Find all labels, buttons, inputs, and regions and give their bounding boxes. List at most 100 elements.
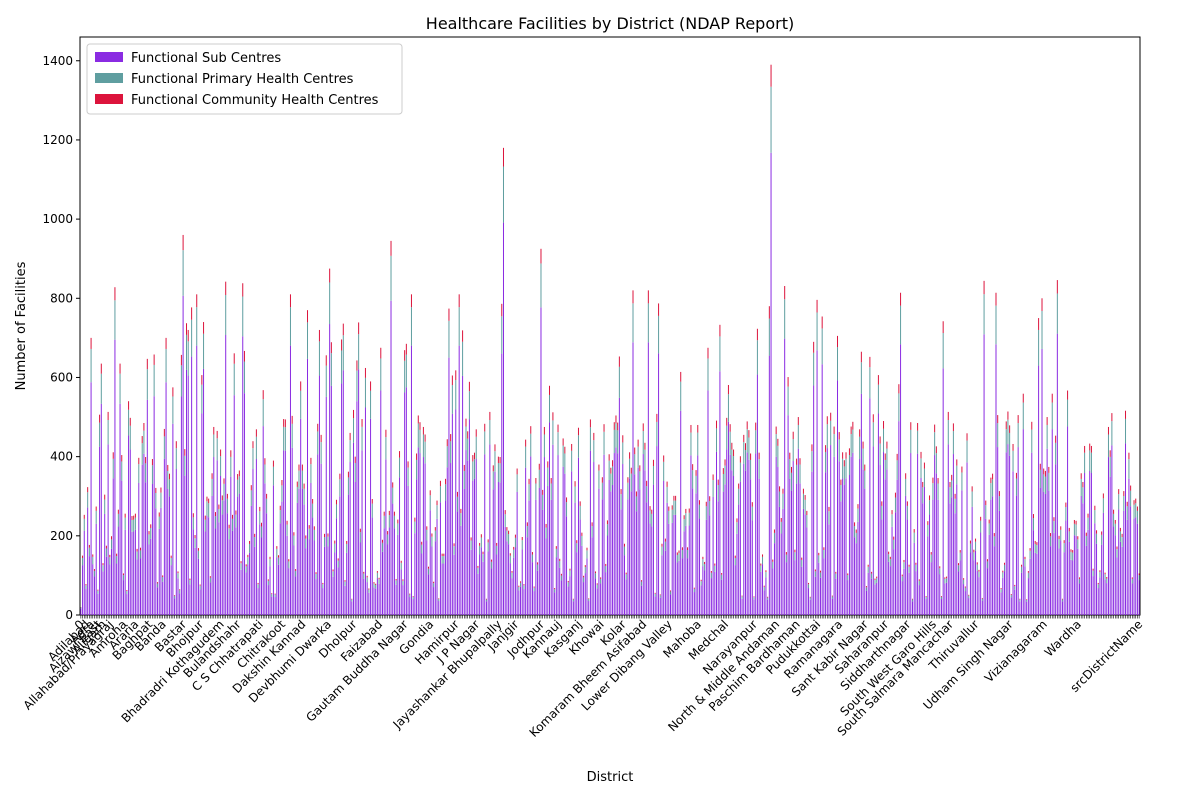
bar-phc xyxy=(1017,423,1019,448)
bar-phc xyxy=(680,381,682,411)
bar-phc xyxy=(238,476,240,494)
bar-sub-centres xyxy=(937,499,939,615)
bar-sub-centres xyxy=(322,588,324,615)
bar-phc xyxy=(993,536,995,547)
bar-phc xyxy=(697,432,699,456)
bar-phc xyxy=(347,477,349,495)
bar-chc xyxy=(898,384,900,394)
bar-phc xyxy=(353,418,355,443)
bar-sub-centres xyxy=(840,501,842,615)
bar-chc xyxy=(642,423,644,432)
legend-swatch xyxy=(95,94,123,104)
bar-chc xyxy=(731,442,733,450)
bar-phc xyxy=(790,472,792,491)
bar-chc xyxy=(632,290,634,304)
bar-phc xyxy=(872,422,874,447)
bar-sub-centres xyxy=(477,573,479,615)
bar-chc xyxy=(148,531,150,535)
bar-sub-centres xyxy=(714,571,716,615)
bar-sub-centres xyxy=(659,597,661,615)
bar-sub-centres xyxy=(378,583,380,615)
bar-phc xyxy=(308,528,310,540)
bar-chc xyxy=(431,533,433,537)
bar-chc xyxy=(920,451,922,459)
bar-sub-centres xyxy=(639,489,641,615)
bar-sub-centres xyxy=(676,562,678,615)
bar-phc xyxy=(763,586,765,591)
bar-phc xyxy=(615,423,617,448)
bar-phc xyxy=(577,435,579,458)
bar-sub-centres xyxy=(472,480,474,615)
bar-phc xyxy=(586,550,588,559)
bar-chc xyxy=(504,510,506,515)
bar-phc xyxy=(412,596,414,600)
bar-chc xyxy=(1079,577,1081,579)
bar-phc xyxy=(683,519,685,532)
bar-chc xyxy=(455,370,457,381)
bar-chc xyxy=(1068,527,1070,532)
bar-sub-centres xyxy=(572,601,574,615)
bar-phc xyxy=(579,505,581,520)
bar-phc xyxy=(927,524,929,537)
bar-chc xyxy=(85,584,87,586)
bar-phc xyxy=(380,358,382,391)
bar-sub-centres xyxy=(479,554,481,615)
bar-chc xyxy=(235,510,237,515)
bar-phc xyxy=(85,585,87,590)
bar-sub-centres xyxy=(1029,558,1031,615)
bar-chc xyxy=(871,571,873,574)
bar-phc xyxy=(329,282,331,325)
bar-chc xyxy=(770,64,772,87)
bar-chc xyxy=(1024,556,1026,560)
bar-chc xyxy=(1096,530,1098,534)
bar-sub-centres xyxy=(542,509,544,615)
bar-chc xyxy=(596,583,598,585)
bar-chc xyxy=(1029,548,1031,551)
bar-sub-centres xyxy=(1119,541,1121,615)
bar-chc xyxy=(796,458,798,465)
bar-sub-centres xyxy=(1000,592,1002,615)
bar-chc xyxy=(615,415,617,424)
bar-phc xyxy=(818,555,820,563)
bar-sub-centres xyxy=(533,591,535,615)
bar-chc xyxy=(305,535,307,539)
bar-phc xyxy=(840,485,842,502)
bar-phc xyxy=(584,567,586,574)
bar-sub-centres xyxy=(695,493,697,615)
bar-sub-centres xyxy=(506,541,508,615)
bar-phc xyxy=(877,384,879,414)
bar-phc xyxy=(414,521,416,534)
bar-chc xyxy=(976,562,978,565)
bar-sub-centres xyxy=(426,540,428,615)
bar-chc xyxy=(206,496,208,502)
bar-chc xyxy=(572,598,574,600)
bar-phc xyxy=(399,457,401,478)
bar-chc xyxy=(654,592,656,594)
bar-sub-centres xyxy=(146,399,148,615)
bar-sub-centres xyxy=(630,491,632,615)
bar-sub-centres xyxy=(905,495,907,615)
bar-phc xyxy=(782,493,784,509)
bar-chc xyxy=(681,547,683,551)
bar-sub-centres xyxy=(949,503,951,615)
bar-chc xyxy=(855,529,857,533)
bar-phc xyxy=(1125,418,1127,444)
bar-sub-centres xyxy=(465,450,467,615)
bar-phc xyxy=(693,588,695,593)
bar-chc xyxy=(581,532,583,536)
bar-sub-centres xyxy=(373,587,375,615)
bar-phc xyxy=(618,366,620,398)
bar-phc xyxy=(1034,543,1036,553)
bar-sub-centres xyxy=(278,564,280,615)
bar-chc xyxy=(685,508,687,514)
bar-sub-centres xyxy=(395,584,397,615)
bar-phc xyxy=(354,462,356,482)
bar-phc xyxy=(107,420,109,445)
bar-chc xyxy=(932,477,934,484)
bar-sub-centres xyxy=(813,385,815,615)
bar-chc xyxy=(339,473,341,480)
bar-chc xyxy=(736,518,738,523)
bar-phc xyxy=(574,486,576,503)
